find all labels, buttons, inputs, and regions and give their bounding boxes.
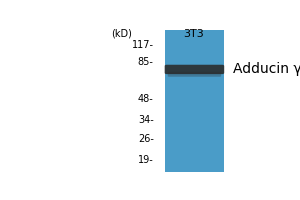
Text: 3T3: 3T3	[183, 29, 204, 39]
Text: 85-: 85-	[138, 57, 154, 67]
FancyBboxPatch shape	[168, 72, 221, 77]
FancyBboxPatch shape	[165, 65, 224, 74]
Bar	[165, 30, 224, 172]
Text: 48-: 48-	[138, 94, 154, 104]
Text: (kD): (kD)	[111, 29, 132, 39]
Text: 19-: 19-	[138, 155, 154, 165]
Text: 26-: 26-	[138, 134, 154, 144]
Text: Adducin γ: Adducin γ	[233, 62, 300, 76]
Text: 117-: 117-	[132, 40, 154, 50]
Text: 34-: 34-	[138, 115, 154, 125]
